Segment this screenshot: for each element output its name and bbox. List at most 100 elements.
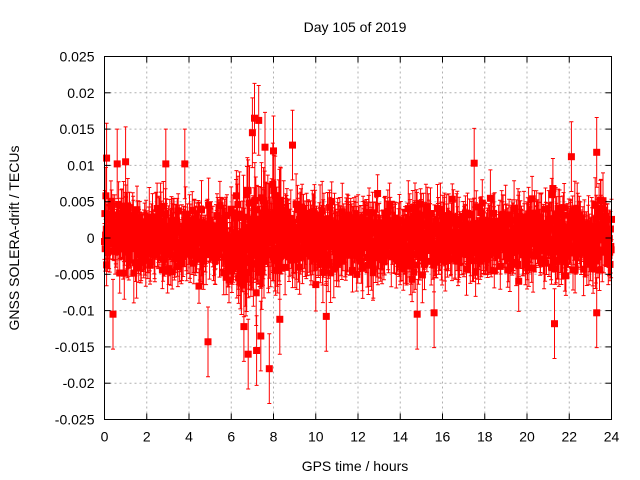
data-point bbox=[171, 254, 179, 262]
data-point bbox=[247, 252, 255, 260]
data-point bbox=[606, 225, 614, 233]
data-point bbox=[524, 247, 531, 255]
data-point bbox=[339, 242, 347, 250]
data-point bbox=[277, 196, 285, 204]
x-tick-label: 12 bbox=[350, 429, 366, 445]
data-point bbox=[476, 251, 484, 259]
data-point bbox=[132, 259, 139, 267]
data-point bbox=[188, 246, 196, 254]
data-point bbox=[436, 245, 444, 253]
data-point bbox=[590, 231, 598, 239]
data-point bbox=[409, 241, 416, 249]
data-point bbox=[434, 204, 441, 212]
data-point bbox=[246, 199, 253, 207]
data-point bbox=[423, 245, 431, 252]
data-point bbox=[173, 220, 181, 228]
x-tick-label: 4 bbox=[185, 429, 193, 445]
data-point bbox=[168, 233, 176, 241]
data-point bbox=[594, 222, 602, 230]
data-point bbox=[369, 269, 377, 277]
data-point bbox=[223, 247, 231, 255]
data-point bbox=[340, 229, 348, 237]
data-point bbox=[244, 187, 252, 195]
data-point bbox=[157, 210, 165, 218]
data-point bbox=[194, 226, 202, 234]
data-point bbox=[288, 233, 296, 241]
data-point bbox=[261, 143, 269, 151]
data-point bbox=[594, 230, 602, 238]
x-axis-title: GPS time / hours bbox=[302, 458, 409, 474]
data-point bbox=[243, 269, 251, 276]
data-point bbox=[235, 259, 243, 267]
data-point bbox=[218, 243, 226, 251]
data-point bbox=[506, 263, 514, 271]
data-point bbox=[228, 266, 236, 274]
data-point bbox=[308, 231, 316, 239]
data-point bbox=[408, 275, 416, 283]
data-point bbox=[104, 216, 112, 224]
data-point bbox=[547, 225, 555, 233]
data-point bbox=[441, 212, 449, 220]
data-point bbox=[552, 211, 560, 219]
data-point bbox=[121, 220, 129, 228]
data-point bbox=[401, 250, 409, 258]
data-point bbox=[240, 281, 248, 289]
data-point bbox=[605, 235, 613, 243]
data-point bbox=[561, 258, 569, 266]
data-point bbox=[114, 247, 122, 255]
data-point bbox=[381, 213, 389, 221]
data-point bbox=[573, 246, 581, 254]
data-point bbox=[252, 289, 260, 297]
data-point bbox=[177, 244, 185, 252]
data-point bbox=[222, 231, 229, 239]
data-point bbox=[322, 232, 330, 240]
data-point bbox=[586, 243, 594, 251]
data-point bbox=[472, 203, 480, 211]
data-point bbox=[508, 216, 516, 224]
y-tick-label: -0.01 bbox=[63, 303, 95, 319]
chart-title: Day 105 of 2019 bbox=[304, 19, 407, 35]
data-point bbox=[283, 215, 290, 223]
data-point bbox=[441, 257, 449, 265]
data-point bbox=[312, 281, 320, 289]
data-point bbox=[162, 160, 170, 168]
data-point bbox=[240, 323, 248, 331]
data-point bbox=[525, 264, 533, 272]
data-point bbox=[318, 207, 326, 215]
data-point bbox=[105, 238, 113, 246]
data-point bbox=[240, 213, 247, 221]
data-point bbox=[453, 216, 461, 224]
data-point bbox=[464, 237, 472, 245]
data-point bbox=[327, 269, 335, 277]
data-point bbox=[136, 218, 144, 226]
data-point bbox=[360, 238, 368, 246]
data-point bbox=[584, 227, 592, 235]
data-point bbox=[495, 232, 503, 240]
data-point bbox=[289, 141, 296, 149]
data-point bbox=[365, 235, 373, 243]
data-point bbox=[516, 238, 524, 245]
data-point bbox=[326, 203, 334, 211]
data-point bbox=[532, 209, 540, 217]
data-point bbox=[182, 210, 190, 218]
data-point bbox=[394, 221, 402, 229]
data-point bbox=[229, 209, 237, 217]
data-point bbox=[548, 263, 555, 271]
data-point bbox=[298, 209, 306, 217]
data-point bbox=[120, 269, 128, 277]
data-point bbox=[401, 247, 409, 254]
data-point bbox=[459, 235, 467, 243]
data-point bbox=[537, 241, 544, 249]
data-point bbox=[405, 246, 413, 254]
data-point bbox=[112, 239, 120, 247]
data-point bbox=[156, 221, 163, 229]
data-point bbox=[455, 221, 463, 229]
data-point bbox=[152, 213, 160, 221]
data-point bbox=[273, 225, 281, 233]
data-point bbox=[411, 214, 419, 221]
data-point bbox=[271, 250, 279, 258]
data-point bbox=[145, 213, 153, 221]
data-point bbox=[109, 310, 117, 318]
data-point bbox=[453, 248, 461, 256]
